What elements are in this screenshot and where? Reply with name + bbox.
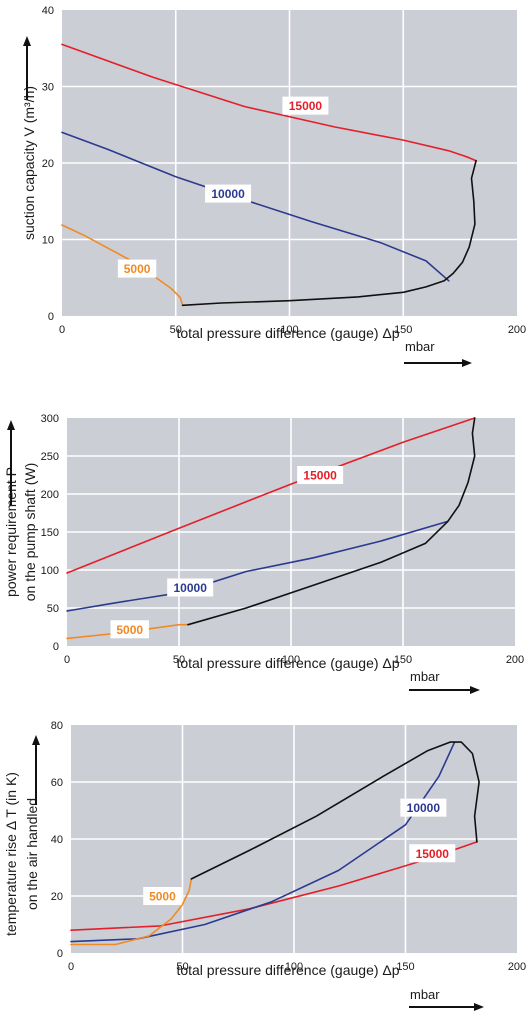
series-line-envelope	[181, 159, 477, 307]
series-label-15000: 15000	[416, 847, 450, 861]
y-axis-arrow-head	[32, 735, 40, 745]
y-axis-title: temperature rise Δ T (in K)	[3, 772, 19, 936]
y-axis-arrow-head	[7, 420, 15, 430]
x-tick-label: 0	[64, 654, 70, 666]
x-tick-label: 200	[506, 654, 524, 666]
y-tick-label: 20	[42, 158, 54, 170]
y-tick-label: 60	[51, 777, 63, 789]
series-label-box	[409, 844, 456, 863]
y-tick-label: 10	[42, 235, 54, 247]
x-axis-unit: mbar	[405, 339, 435, 354]
series-label-box	[117, 259, 157, 278]
chart-2: 0 50 100 150 200 0 50 100 150 200 250 300 15000 10000…	[3, 413, 524, 694]
y-tick-label: 30	[42, 82, 54, 94]
series-label-box	[205, 184, 252, 203]
x-tick-label: 0	[59, 324, 65, 336]
series-label-box	[143, 887, 182, 905]
y-tick-label: 0	[57, 948, 63, 960]
series-label-box	[282, 96, 329, 115]
x-axis-unit: mbar	[410, 987, 440, 1002]
x-tick-label: 150	[394, 324, 412, 336]
y-tick-label: 150	[41, 527, 59, 539]
x-tick-label: 50	[176, 961, 188, 973]
series-label-10000: 10000	[211, 187, 245, 201]
y-tick-label: 20	[51, 891, 63, 903]
x-axis-title: total pressure difference (gauge) Δp	[176, 325, 399, 341]
x-tick-label: 50	[173, 654, 185, 666]
y-tick-label: 250	[41, 451, 59, 463]
y-tick-label: 80	[51, 720, 63, 732]
x-axis-arrow-head	[474, 1003, 484, 1011]
series-line-15000	[61, 43, 477, 162]
series-label-5000: 5000	[116, 623, 143, 637]
x-axis-arrow-head	[470, 686, 480, 694]
y-tick-label: 50	[47, 603, 59, 615]
series-label-5000: 5000	[149, 890, 176, 904]
x-axis-title: total pressure difference (gauge) Δp	[176, 962, 399, 978]
y-axis-arrow-head	[23, 36, 31, 46]
x-tick-label: 50	[170, 324, 182, 336]
y-tick-label: 300	[41, 413, 59, 425]
x-axis-unit: mbar	[410, 669, 440, 684]
y-tick-label: 0	[53, 641, 59, 653]
y-tick-label: 100	[41, 565, 59, 577]
series-label-box	[167, 578, 214, 597]
series-label-15000: 15000	[303, 469, 337, 483]
x-tick-label: 150	[396, 961, 414, 973]
x-tick-label: 100	[280, 324, 298, 336]
x-tick-label: 0	[68, 961, 74, 973]
series-line-10000	[66, 520, 449, 612]
y-axis-title: on the air handled	[24, 798, 40, 910]
y-tick-label: 40	[42, 5, 54, 17]
y-tick-label: 0	[48, 311, 54, 323]
series-label-box	[400, 798, 447, 817]
series-line-10000	[61, 131, 450, 282]
series-label-10000: 10000	[407, 801, 441, 815]
series-label-10000: 10000	[174, 581, 208, 595]
y-axis-title: on the pump shaft (W)	[22, 463, 38, 602]
series-label-5000: 5000	[124, 262, 151, 276]
series-label-box	[110, 620, 149, 639]
y-axis-title: power requirement P	[3, 467, 19, 597]
x-axis-arrow-head	[462, 359, 472, 367]
y-tick-label: 200	[41, 489, 59, 501]
x-tick-label: 200	[508, 324, 526, 336]
series-label-box	[297, 466, 344, 484]
chart-1: 0 50 100 150 200 0 10 20 30 40 15000 10000 5000 total…	[21, 5, 526, 367]
series-label-15000: 15000	[289, 99, 323, 113]
series-line-5000	[70, 878, 193, 946]
y-tick-label: 40	[51, 834, 63, 846]
x-tick-label: 100	[282, 654, 300, 666]
series-line-15000	[66, 417, 476, 574]
x-axis-title: total pressure difference (gauge) Δp	[176, 655, 399, 671]
series-line-envelope	[187, 417, 476, 626]
y-axis-title: suction capacity V (m³/h)	[21, 86, 37, 240]
x-tick-label: 100	[285, 961, 303, 973]
series-line-5000	[66, 623, 189, 640]
chart-3: 0 50 100 150 200 0 20 40 60 80 15000 10000 5000 total…	[3, 720, 526, 1011]
x-tick-label: 150	[394, 654, 412, 666]
x-tick-label: 200	[508, 961, 526, 973]
series-line-envelope	[190, 741, 480, 880]
